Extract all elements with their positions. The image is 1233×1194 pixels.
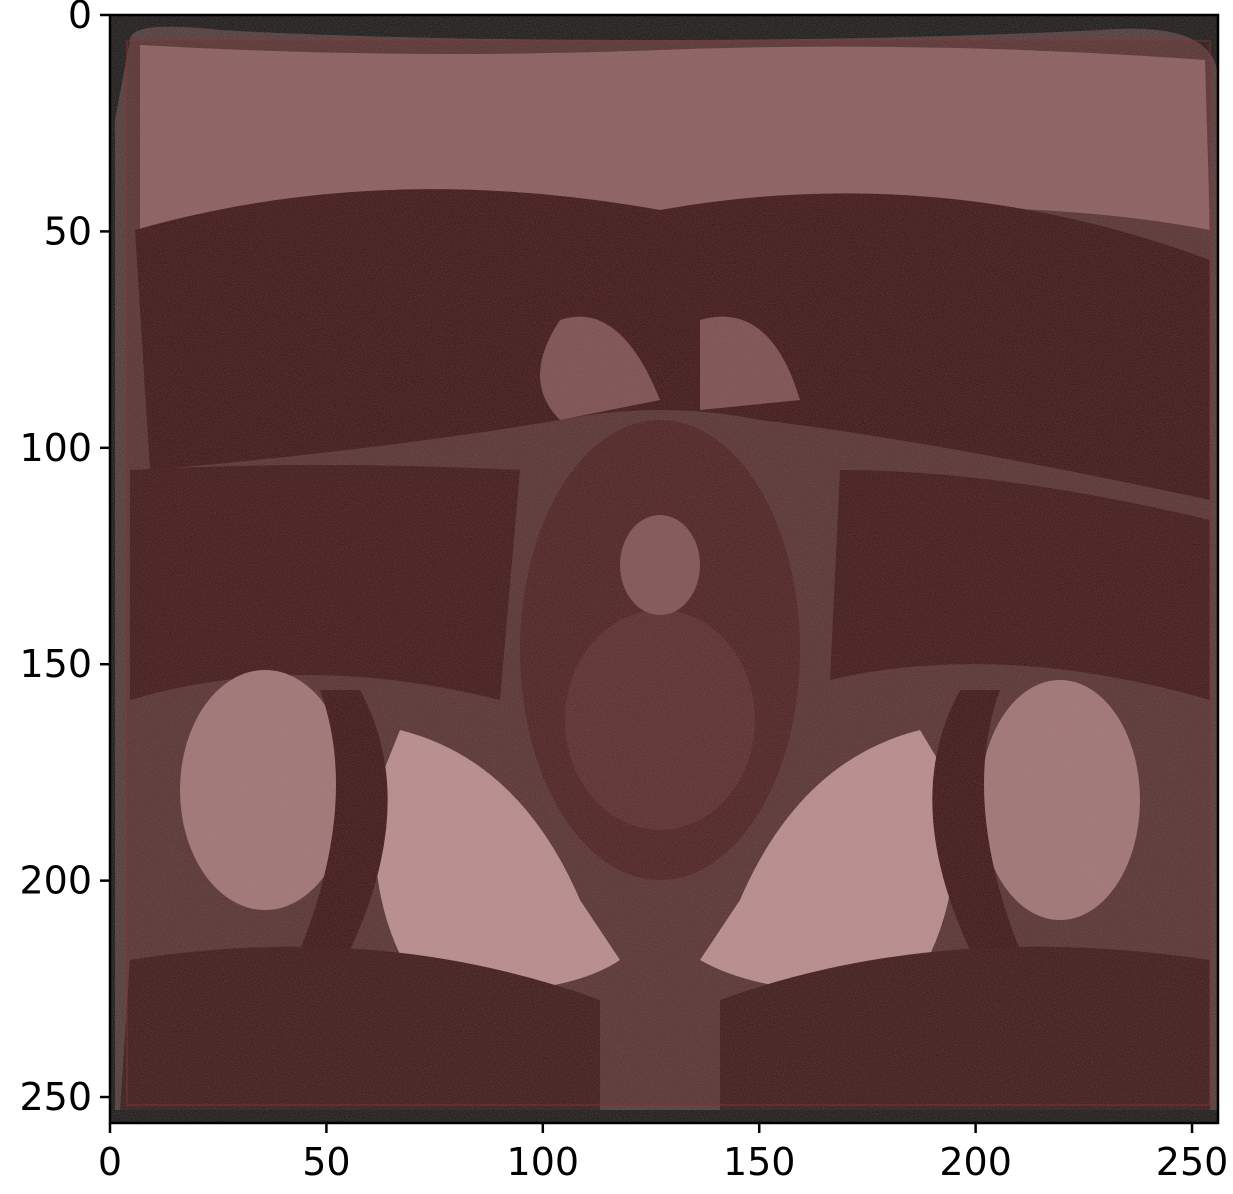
y-tick-label: 250 [19, 1075, 92, 1119]
y-tick-label: 200 [19, 859, 92, 903]
x-tick-label: 150 [723, 1140, 796, 1184]
y-tick-label: 0 [68, 0, 92, 37]
red-overlay-mask [126, 40, 1211, 1106]
plot-frame [108, 13, 1220, 1125]
x-tick-label: 200 [939, 1140, 1012, 1184]
x-tick-label: 50 [302, 1140, 350, 1184]
y-axis: 0 50 100 150 200 250 [19, 0, 110, 1119]
x-axis: 0 50 100 150 200 250 [98, 1123, 1228, 1184]
y-tick-label: 50 [44, 209, 92, 253]
y-tick-label: 100 [19, 426, 92, 470]
x-tick-label: 0 [98, 1140, 122, 1184]
x-tick-label: 100 [507, 1140, 580, 1184]
y-tick-label: 150 [19, 642, 92, 686]
mri-image [110, 15, 1218, 1123]
x-tick-label: 250 [1156, 1140, 1229, 1184]
